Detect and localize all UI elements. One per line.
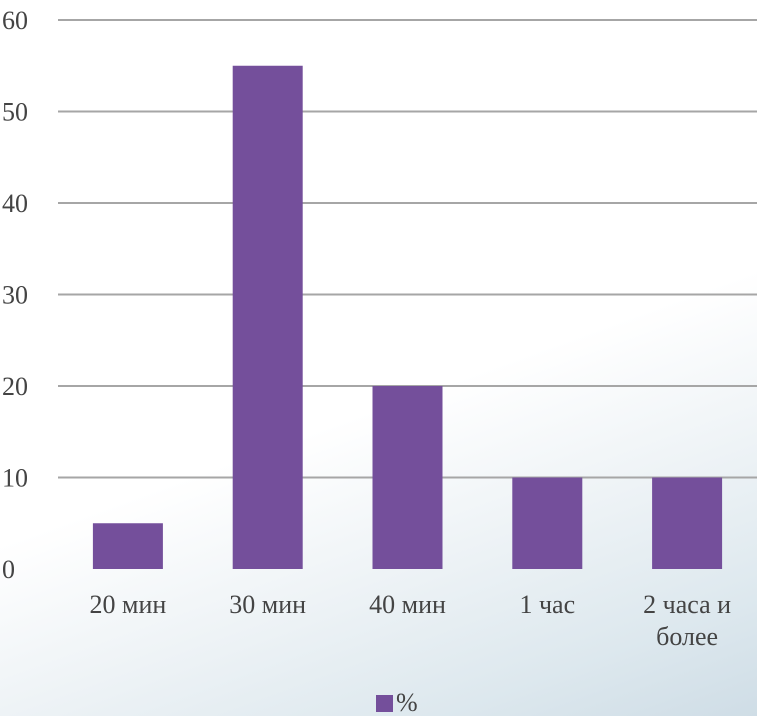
x-tick-label: 1 час (519, 590, 575, 619)
x-tick-label: 2 часа и более (643, 590, 731, 651)
y-tick-label: 10 (2, 464, 28, 493)
bar (652, 477, 723, 569)
bar (372, 386, 443, 569)
y-tick-label: 50 (2, 98, 28, 127)
y-tick-label: 40 (2, 189, 28, 218)
bar (92, 523, 163, 569)
x-tick-label: 30 мин (229, 590, 306, 619)
bars (92, 65, 723, 569)
legend-label: % (396, 688, 418, 717)
x-tick-label: 40 мин (369, 590, 446, 619)
y-axis-ticks: 0 10 20 30 40 50 60 (2, 6, 28, 584)
legend: % (376, 688, 418, 718)
x-axis-labels: 20 мин 30 мин 40 мин 1 час 2 часа и более (90, 590, 732, 651)
y-tick-label: 0 (2, 555, 15, 584)
y-tick-label: 60 (2, 6, 28, 35)
bar (232, 65, 303, 569)
x-tick-label: 20 мин (90, 590, 167, 619)
y-tick-label: 20 (2, 372, 28, 401)
gridlines (58, 19, 757, 479)
y-tick-label: 30 (2, 281, 28, 310)
legend-swatch (376, 694, 393, 712)
bar (512, 477, 583, 569)
